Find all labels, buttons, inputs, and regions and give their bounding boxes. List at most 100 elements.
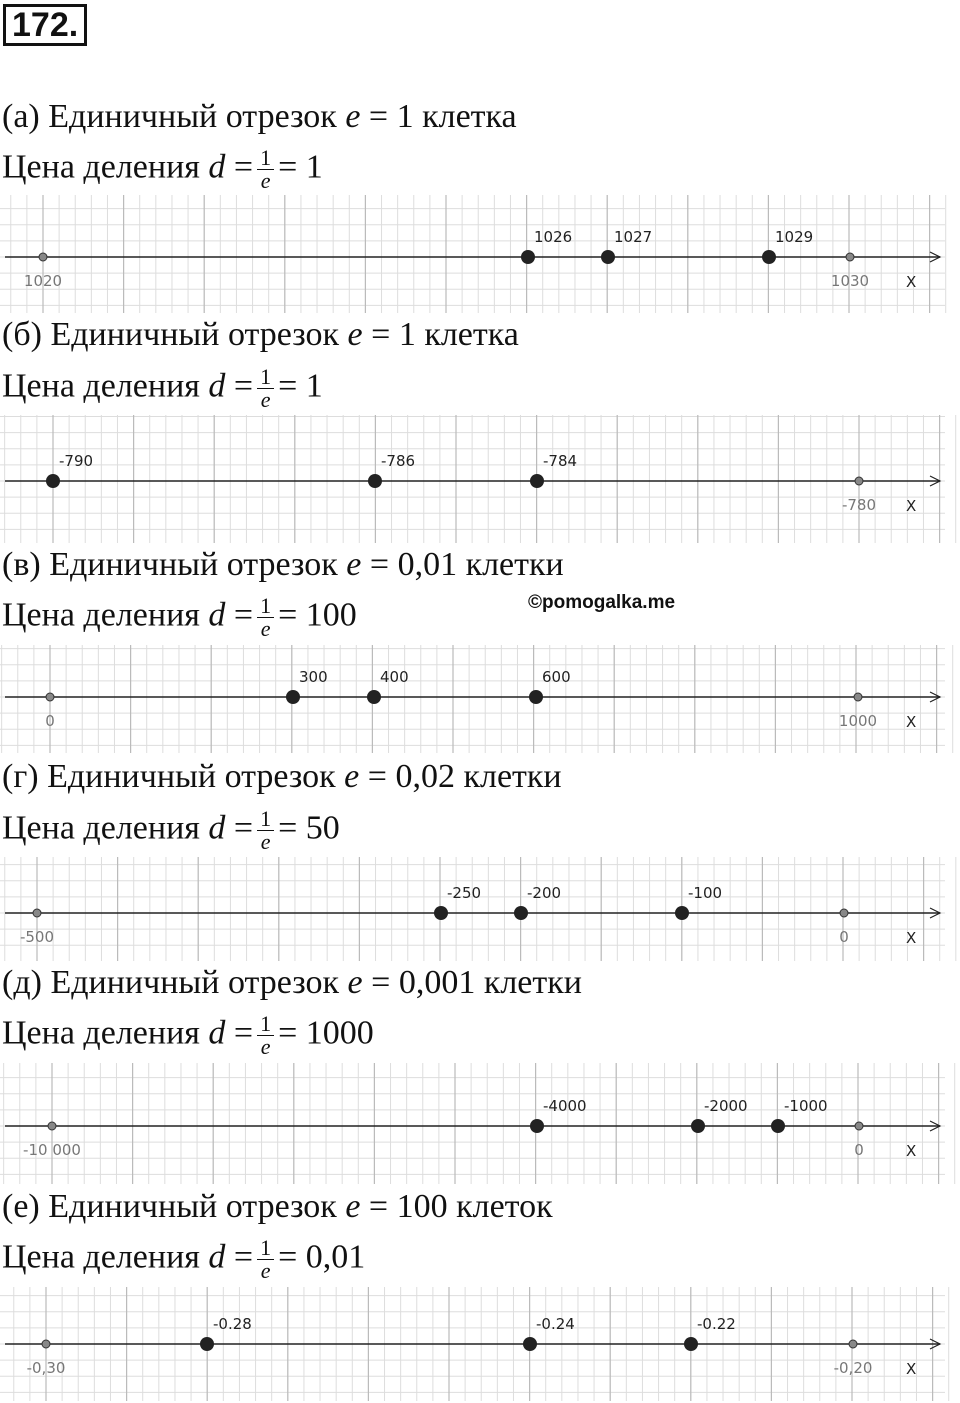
point [854, 476, 864, 486]
point-label: -200 [527, 884, 561, 902]
price-text: Цена деления [2, 596, 200, 634]
point [200, 1337, 214, 1351]
point-label: -784 [543, 452, 577, 470]
point [530, 1119, 544, 1133]
point-label: 1030 [831, 272, 869, 290]
number-line: X -790 -786 -784 -780 [0, 415, 957, 543]
point [47, 1121, 57, 1131]
point [601, 250, 615, 264]
section-label: (е) [2, 1188, 40, 1225]
frac-den: e [260, 829, 271, 854]
d-value: 50 [305, 809, 340, 847]
equals: = [233, 1238, 254, 1276]
unit-text: Единичный отрезок [48, 1188, 337, 1225]
point-label: 1027 [614, 228, 652, 246]
point-label: -10 000 [23, 1141, 81, 1159]
price-line: Цена деления d = 1 e = 1000 [2, 1013, 374, 1058]
point [46, 474, 60, 488]
var-d: d [208, 809, 226, 847]
point-label: -4000 [543, 1097, 587, 1115]
price-line: Цена деления d = 1 e = 100 [2, 595, 357, 640]
point-label: 400 [380, 668, 409, 686]
price-text: Цена деления [2, 367, 200, 405]
unit-text: Единичный отрезок [49, 546, 338, 583]
axis-label: X [906, 1142, 916, 1160]
var-d: d [208, 367, 226, 405]
point [771, 1119, 785, 1133]
equals: = [369, 546, 390, 583]
unit-word: клетки [463, 758, 562, 795]
point [514, 906, 528, 920]
point [434, 906, 448, 920]
axis-arrow [929, 907, 942, 919]
point [521, 250, 535, 264]
point-label: 0 [45, 712, 55, 730]
equals: = [233, 367, 254, 405]
point [691, 1119, 705, 1133]
equals: = [278, 809, 298, 847]
point-label: -500 [20, 928, 54, 946]
point [839, 908, 849, 918]
equals: = [233, 148, 254, 186]
axis-arrow [929, 251, 942, 263]
unit-line: (г) Единичный отрезок e = 0,02 клетки [2, 757, 562, 797]
point-label: -786 [381, 452, 415, 470]
unit-word: клеток [456, 1188, 553, 1225]
e-value: 1 [398, 316, 416, 353]
d-value: 1 [305, 148, 323, 186]
unit-word: клетка [424, 316, 519, 353]
point-label: -250 [447, 884, 481, 902]
section-label: (а) [2, 98, 40, 135]
var-e: e [347, 316, 363, 353]
point-label: -780 [842, 496, 876, 514]
point-label: 1020 [24, 272, 62, 290]
unit-word: клетки [465, 546, 564, 583]
point [367, 690, 381, 704]
equals: = [278, 1014, 298, 1052]
frac-num: 1 [257, 147, 275, 170]
price-text: Цена деления [2, 1014, 200, 1052]
d-value: 0,01 [305, 1238, 366, 1276]
number-line: X 1020 1026 1027 1029 1030 [0, 195, 947, 313]
var-e: e [344, 758, 360, 795]
point-label: 300 [299, 668, 328, 686]
unit-text: Единичный отрезок [50, 964, 340, 1001]
frac-num: 1 [257, 1237, 275, 1260]
unit-line: (а) Единичный отрезок e = 1 клетка [2, 97, 517, 137]
unit-line: (д) Единичный отрезок e = 0,001 клетки [2, 963, 582, 1003]
var-d: d [208, 596, 226, 634]
axis-arrow [929, 1120, 942, 1132]
equals: = [368, 98, 389, 135]
point-label: -790 [59, 452, 93, 470]
point-label: 600 [542, 668, 571, 686]
equals: = [371, 316, 391, 353]
point [684, 1337, 698, 1351]
equals: = [371, 964, 391, 1001]
axis-label: X [906, 497, 916, 515]
point [848, 1339, 858, 1349]
var-d: d [208, 148, 226, 186]
point-label: -0.22 [697, 1315, 736, 1333]
section-label: (д) [2, 964, 42, 1001]
price-text: Цена деления [2, 809, 200, 847]
d-value: 1 [305, 367, 323, 405]
frac-den: e [260, 616, 271, 641]
unit-line: (в) Единичный отрезок e = 0,01 клетки [2, 545, 564, 585]
axis-label: X [906, 929, 916, 947]
axis-arrow [929, 691, 942, 703]
point-label: -0.28 [213, 1315, 252, 1333]
point [45, 692, 55, 702]
point [530, 474, 544, 488]
var-d: d [208, 1014, 226, 1052]
point [675, 906, 689, 920]
equals: = [233, 809, 254, 847]
unit-line: (б) Единичный отрезок e = 1 клетка [2, 315, 519, 355]
price-line: Цена деления d = 1 e = 0,01 [2, 1237, 365, 1282]
frac-num: 1 [257, 808, 275, 831]
equals: = [233, 1014, 254, 1052]
frac-num: 1 [257, 366, 275, 389]
